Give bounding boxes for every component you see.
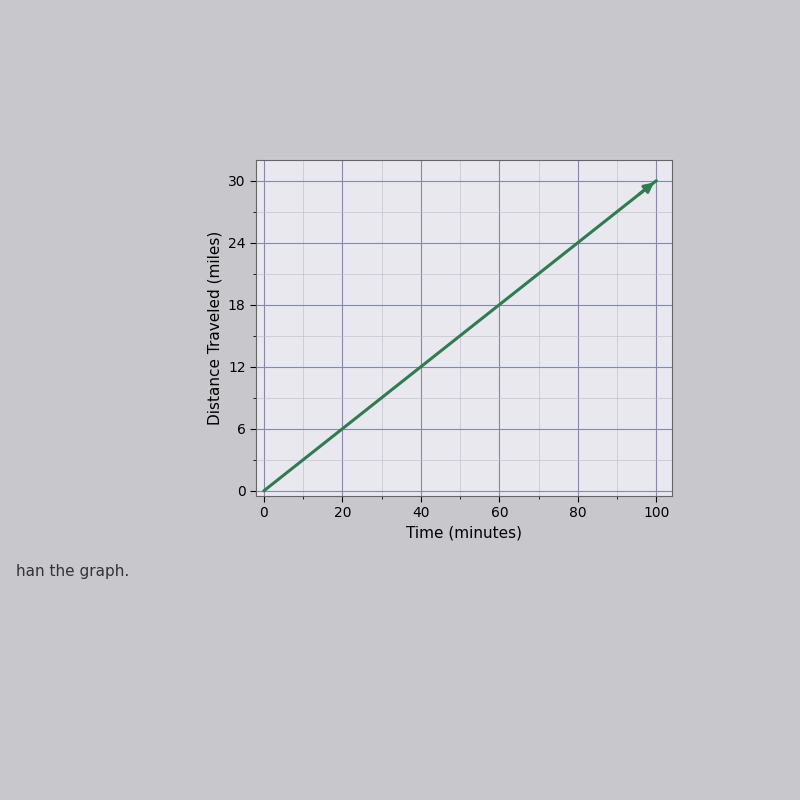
X-axis label: Time (minutes): Time (minutes)	[406, 526, 522, 541]
Y-axis label: Distance Traveled (miles): Distance Traveled (miles)	[207, 231, 222, 425]
Text: han the graph.: han the graph.	[16, 564, 130, 579]
